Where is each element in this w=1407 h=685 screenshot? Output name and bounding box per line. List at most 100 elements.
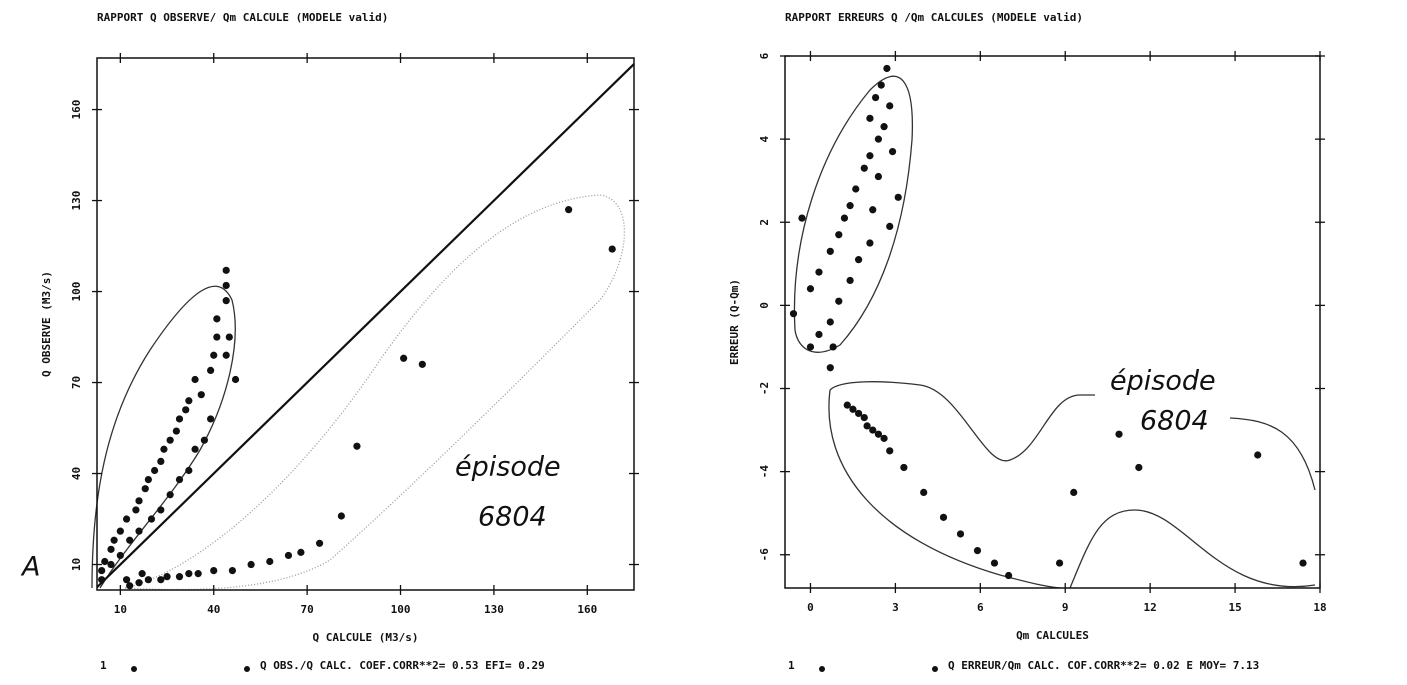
data-point: [107, 560, 115, 569]
data-point: [874, 172, 883, 181]
data-point: [866, 152, 874, 160]
data-point: [107, 545, 115, 553]
annotation: épisode: [1110, 366, 1216, 397]
data-point: [863, 422, 871, 430]
annotation: 6804: [478, 502, 547, 533]
data-point: [1254, 451, 1262, 459]
data-point: [1135, 463, 1143, 472]
data-point: [1005, 571, 1013, 580]
data-point: [297, 548, 305, 556]
data-point: [222, 266, 230, 274]
x-axis-label: Q CALCULE (M3/s): [313, 631, 419, 644]
data-point: [157, 576, 165, 584]
data-point: [1115, 430, 1123, 438]
data-point: [826, 318, 834, 326]
data-point: [110, 536, 118, 544]
data-point: [135, 497, 143, 505]
data-point: [222, 351, 230, 359]
data-point: [160, 445, 168, 453]
data-point: [920, 488, 928, 497]
legend-marker: [932, 666, 938, 672]
data-point: [315, 539, 324, 547]
data-point: [337, 512, 345, 520]
data-point: [894, 193, 902, 201]
data-point: [789, 310, 798, 318]
data-point: [225, 333, 233, 341]
y-tick-label: 0: [758, 302, 771, 309]
data-point: [877, 81, 885, 89]
data-point: [213, 315, 221, 323]
data-point: [185, 570, 193, 578]
data-point: [869, 206, 877, 214]
data-point: [869, 426, 877, 434]
data-point: [939, 513, 948, 521]
x-axis-label: Qm CALCULES: [1016, 629, 1089, 642]
data-point: [843, 401, 851, 409]
chart-title: RAPPORT ERREURS Q /Qm CALCULES (MODELE v…: [785, 11, 1083, 24]
data-point: [213, 333, 221, 341]
data-point: [1070, 488, 1078, 497]
hand-outline: [828, 381, 1316, 589]
data-point: [565, 206, 573, 214]
data-point: [210, 566, 218, 575]
x-tick-label: 40: [207, 603, 220, 616]
legend-marker: [819, 666, 825, 672]
y-tick-label: 4: [758, 135, 771, 142]
data-point: [418, 360, 426, 368]
y-tick-label: 160: [70, 100, 83, 120]
data-point: [122, 576, 131, 584]
data-point: [956, 530, 965, 538]
x-tick-label: 18: [1313, 601, 1326, 614]
chart-title: RAPPORT Q OBSERVE/ Qm CALCULE (MODELE va…: [97, 11, 388, 24]
data-point: [147, 515, 156, 523]
data-point: [826, 364, 834, 372]
data-point: [815, 330, 823, 339]
y-tick-label: 40: [70, 467, 83, 480]
data-point: [163, 573, 171, 581]
data-point: [126, 536, 134, 544]
panel-label: A: [20, 552, 40, 583]
legend-label: Q ERREUR/Qm CALC. COF.CORR**2= 0.02 E MO…: [948, 659, 1259, 672]
legend-number: 1: [100, 659, 107, 672]
data-point: [835, 231, 843, 239]
x-tick-label: 0: [807, 601, 814, 614]
data-point: [973, 546, 982, 555]
data-point: [888, 147, 897, 156]
y-tick-label: -4: [758, 465, 771, 479]
data-point: [353, 442, 361, 450]
data-point: [871, 93, 880, 102]
data-point: [900, 463, 908, 472]
data-point: [400, 354, 408, 362]
data-point: [166, 491, 174, 499]
legend-number: 1: [788, 659, 795, 672]
data-point: [116, 527, 124, 535]
data-point: [880, 434, 888, 442]
x-tick-label: 100: [391, 603, 411, 616]
y-tick-label: -2: [758, 382, 771, 395]
data-point: [874, 135, 883, 143]
data-point: [886, 447, 894, 455]
data-point: [866, 114, 874, 122]
data-point: [883, 64, 891, 73]
annotation: 6804: [1140, 406, 1209, 437]
data-point: [122, 515, 131, 523]
data-point: [185, 466, 193, 475]
data-point: [210, 351, 218, 359]
data-point: [191, 375, 199, 384]
x-tick-label: 160: [577, 603, 597, 616]
data-point: [852, 185, 860, 193]
data-point: [886, 222, 894, 231]
x-tick-label: 15: [1228, 601, 1241, 614]
y-axis-label: ERREUR (Q-Qm): [728, 279, 741, 365]
data-point: [990, 559, 999, 567]
data-point: [175, 475, 184, 484]
data-point: [144, 576, 152, 584]
data-point: [135, 579, 143, 587]
data-point: [826, 247, 834, 255]
data-point: [1299, 559, 1307, 567]
legend-label: Q OBS./Q CALC. COEF.CORR**2= 0.53 EFI= 0…: [260, 659, 545, 672]
data-point: [116, 551, 124, 560]
data-point: [815, 268, 823, 276]
